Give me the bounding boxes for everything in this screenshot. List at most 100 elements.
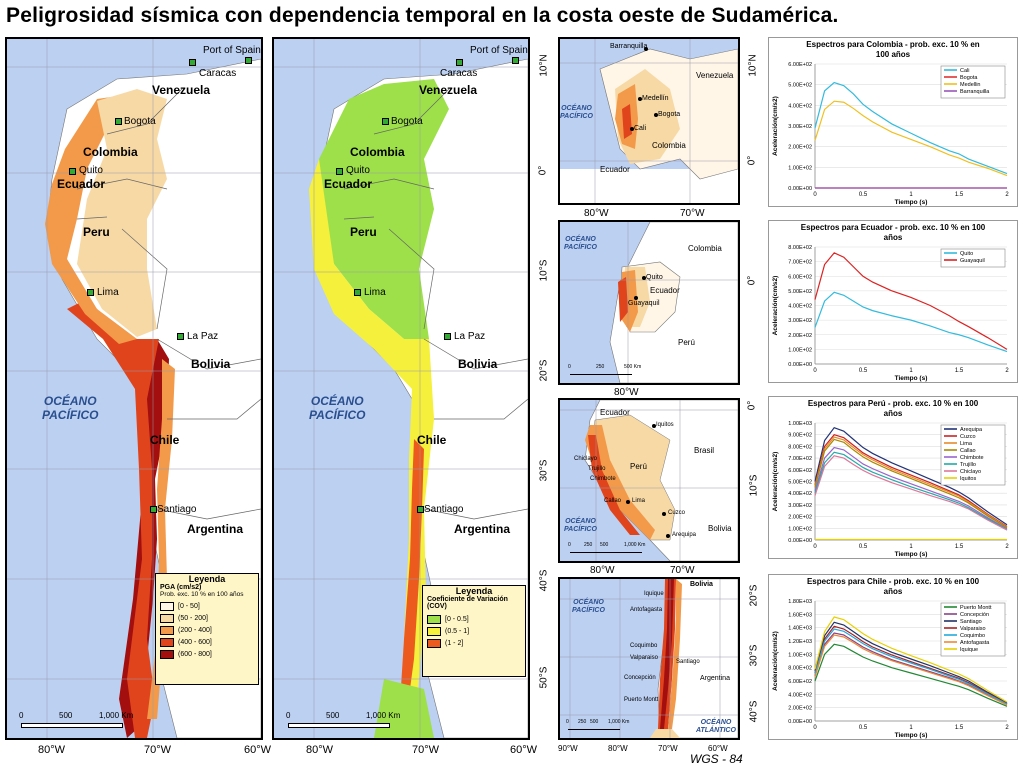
legend-entry: Concepción [960,612,989,618]
legend-entry: Trujillo [960,462,976,468]
y-tick-label: 1.00E+02 [788,165,812,171]
legend-swatch [160,649,174,659]
page-title: Peligrosidad sísmica con dependencia tem… [6,4,839,27]
inset4-lat-40s: 40°S [748,700,760,723]
label-chile: Chile [150,433,180,447]
scale-1000: 1,000 Km [99,711,134,720]
label-bolivia: Bolivia [458,357,498,371]
marker-quito [336,168,343,175]
y-tick-label: 7.00E+02 [788,456,812,462]
legend-entry: Guayaquil [960,258,985,264]
y-tick-label: 4.00E+02 [788,103,812,109]
legend-swatch [427,626,441,636]
legend-entry: Barranquilla [960,89,990,95]
series-line-medellin [814,100,1008,177]
series-line-callao [814,438,1008,529]
x-tick-label: 0 [813,192,817,198]
scale-500: 500 [600,542,609,548]
y-tick-label: 8.00E+02 [788,444,812,450]
chart-title: Espectros para Perú - prob. exc. 10 % en… [807,399,979,418]
inset2-lat-0: 0° [746,275,758,286]
scale-1000: 1,000 Km [624,542,646,548]
series-line-santiago [814,621,1008,704]
legend-entry: Cuzco [960,434,976,440]
scale-500: 500 [590,719,599,725]
label-medellin: Medellín [642,95,669,102]
x-tick-label: 1.5 [955,544,964,550]
inset4-lon-60: 60°W [708,744,728,753]
graticule [7,39,261,738]
chart-peru: Espectros para Perú - prob. exc. 10 % en… [768,396,1018,559]
chart-ecuador: Espectros para Ecuador - prob. exc. 10 %… [768,220,1018,383]
scale-250: 250 [596,364,605,370]
inset-ecuador: Colombia Quito Ecuador Guayaquil Perú OC… [558,220,740,385]
scale-500: 500 [59,711,73,720]
inset-peru: Ecuador Iquitos Brasil Chiclayo Trujillo… [558,398,740,563]
label-santiago: Santiago [157,504,197,515]
zone-200-400-north [45,97,137,344]
scale-bar [288,723,390,728]
marker-lima [354,289,361,296]
legend-entry: Chimbote [960,455,984,461]
y-tick-label: 1.80E+03 [788,599,812,605]
legend-note: Prob. exc. 10 % en 100 años [160,591,244,598]
legend-subtitle: Coeficiente de Variación (COV) [427,596,508,610]
y-tick-label: 0.00E+00 [788,186,812,192]
legend-swatch [427,638,441,648]
scale-0: 0 [19,711,24,720]
marker-lima [626,500,630,504]
y-tick-label: 2.00E+02 [788,145,812,151]
zone-200-400-south [147,359,175,719]
legend-entry: Puerto Montt [960,605,992,611]
legend-entry: Valparaiso [960,626,986,632]
series-line-guayaquil [814,252,1008,350]
label-ocean-atlantico: OCÉANO ATLÁNTICO [696,719,736,734]
map2-lat-10s: 10°S [538,259,550,282]
y-tick-label: 3.00E+02 [788,318,812,324]
label-ecuador: Ecuador [324,177,373,191]
label-venezuela: Venezuela [696,71,734,80]
cov-legend: Leyenda Coeficiente de Variación (COV) [… [422,585,526,677]
series-line-lima [814,436,1008,528]
x-axis-label: Tiempo (s) [895,551,928,558]
label-callao: Callao [604,498,622,504]
pga-legend: Leyenda PGA (cm/s2) Prob. exc. 10 % en 1… [155,573,259,685]
map1-lon-60: 60°W [244,744,272,756]
label-ecuador: Ecuador [650,286,680,295]
borders [76,88,261,520]
map1-lon-70: 70°W [144,744,172,756]
label-ecuador: Ecuador [57,177,106,191]
x-axis-label: Tiempo (s) [895,199,928,206]
label-la-paz: La Paz [454,331,486,342]
y-tick-label: 6.00E+02 [788,468,812,474]
label-bolivia: Bolivia [690,581,713,588]
y-tick-label: 1.60E+03 [788,612,812,618]
label-ocean-pacifico: OCÉANO PACÍFICO [572,599,605,614]
legend-entry: Antofagasta [960,640,990,646]
inset3-lat-10s: 10°S [748,474,760,497]
y-tick-label: 5.00E+02 [788,83,812,89]
map2-lon-80: 80°W [306,744,334,756]
inset3-lon-70: 70°W [670,565,695,576]
chart-legend [940,424,1006,486]
label-lima: Lima [632,498,646,504]
legend-entry: Iquitos [960,476,976,482]
legend-title: Leyenda [188,574,226,584]
series-line-cali [814,81,1008,175]
series-line-cuzco [814,434,1008,528]
y-tick-label: 0.00E+00 [788,538,812,544]
scale-bar [21,723,123,728]
label-cali: Cali [634,125,647,132]
inset4-lat-20s: 20°S [748,584,760,607]
series-line-antofagasta [814,634,1008,706]
map2-lat-20s: 20°S [538,359,550,382]
label-chimbote: Chimbote [590,476,616,482]
legend-label: (600 - 800] [178,650,212,658]
map2-lon-60: 60°W [510,744,538,756]
legend-title: Leyenda [455,586,493,596]
legend-entry: Cali [960,68,969,74]
label-iquitos: Iquitos [656,422,674,428]
legend-label: [0 - 50] [178,602,200,610]
label-port-of-spain: Port of Spain [203,45,261,56]
marker-cuzco [662,512,666,516]
